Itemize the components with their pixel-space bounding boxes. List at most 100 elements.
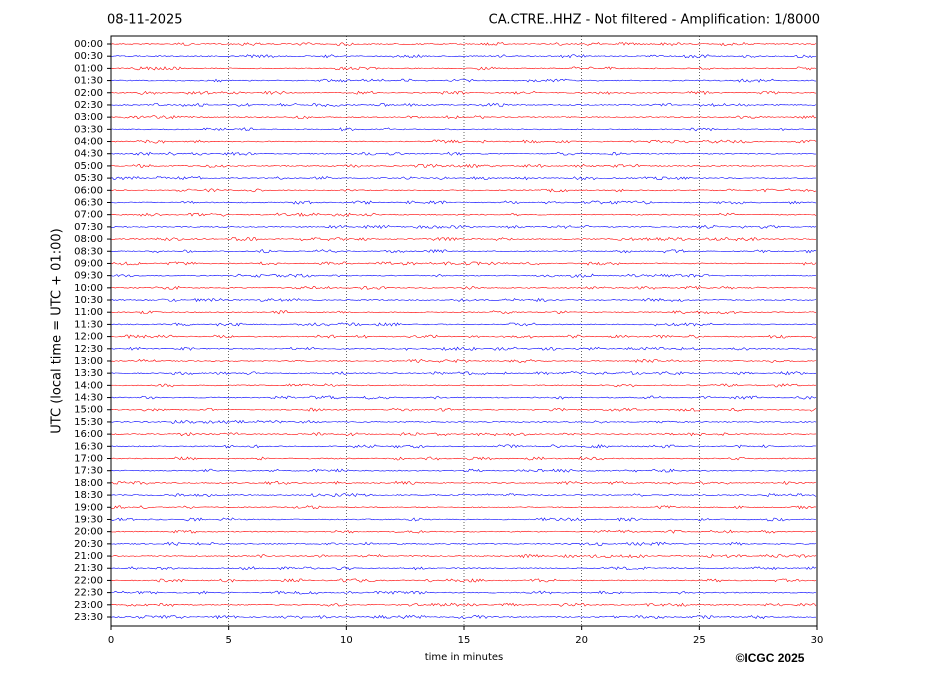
trace bbox=[110, 249, 817, 254]
trace bbox=[110, 553, 817, 559]
trace bbox=[110, 517, 817, 522]
x-tick-label: 0 bbox=[108, 635, 114, 646]
y-tick-label: 02:30 bbox=[74, 100, 103, 111]
trace bbox=[110, 127, 817, 132]
y-tick-label: 17:30 bbox=[74, 466, 103, 477]
y-tick-label: 13:30 bbox=[74, 368, 103, 379]
y-tick-label: 09:00 bbox=[74, 258, 103, 269]
trace bbox=[110, 456, 817, 461]
y-tick-label: 19:00 bbox=[74, 502, 103, 513]
y-tick-label: 10:00 bbox=[74, 283, 103, 294]
trace bbox=[110, 90, 817, 95]
trace bbox=[110, 285, 817, 290]
y-tick-label: 22:00 bbox=[74, 575, 103, 586]
y-tick-label: 10:30 bbox=[74, 295, 103, 306]
chart-subtitle: CA.CTRE..HHZ - Not filtered - Amplificat… bbox=[489, 13, 820, 28]
trace bbox=[110, 188, 817, 193]
trace bbox=[110, 322, 817, 327]
y-tick-label: 11:00 bbox=[74, 307, 103, 318]
trace bbox=[110, 529, 817, 534]
y-tick-label: 22:30 bbox=[74, 588, 103, 599]
trace bbox=[110, 176, 817, 181]
trace bbox=[110, 261, 817, 266]
y-tick-label: 23:30 bbox=[74, 612, 103, 623]
x-tick-label: 20 bbox=[575, 635, 588, 646]
trace bbox=[110, 200, 817, 205]
y-tick-label: 20:30 bbox=[74, 539, 103, 550]
trace bbox=[110, 163, 817, 169]
y-tick-label: 14:00 bbox=[74, 380, 103, 391]
y-tick-label: 15:00 bbox=[74, 405, 103, 416]
y-tick-label: 12:30 bbox=[74, 344, 103, 355]
x-tick-label: 15 bbox=[458, 635, 471, 646]
y-tick-label: 20:00 bbox=[74, 527, 103, 538]
y-tick-label: 00:30 bbox=[74, 51, 103, 62]
trace bbox=[110, 578, 817, 583]
trace bbox=[110, 590, 817, 595]
y-tick-label: 05:00 bbox=[74, 161, 103, 172]
trace bbox=[110, 407, 817, 412]
trace bbox=[110, 370, 817, 376]
y-tick-label: 14:30 bbox=[74, 393, 103, 404]
y-tick-label: 06:00 bbox=[74, 185, 103, 196]
trace bbox=[110, 78, 817, 83]
trace bbox=[110, 151, 817, 156]
y-tick-label: 12:00 bbox=[74, 332, 103, 343]
x-tick-label: 10 bbox=[340, 635, 353, 646]
y-tick-label: 11:30 bbox=[74, 319, 103, 330]
y-tick-label: 06:30 bbox=[74, 197, 103, 208]
x-axis-label: time in minutes bbox=[425, 652, 504, 663]
trace bbox=[110, 212, 817, 217]
y-tick-label: 01:30 bbox=[74, 76, 103, 87]
y-axis-label: UTC (local time = UTC + 01:00) bbox=[50, 228, 65, 433]
trace bbox=[110, 224, 817, 230]
y-tick-label: 18:30 bbox=[74, 490, 103, 501]
trace bbox=[110, 602, 817, 607]
y-tick-label: 07:30 bbox=[74, 222, 103, 233]
y-tick-label: 15:30 bbox=[74, 417, 103, 428]
y-tick-label: 08:00 bbox=[74, 234, 103, 245]
trace bbox=[110, 273, 817, 278]
trace bbox=[110, 444, 817, 449]
trace bbox=[110, 468, 817, 473]
trace bbox=[110, 66, 817, 71]
y-tick-label: 00:00 bbox=[74, 39, 103, 50]
trace bbox=[110, 115, 817, 120]
trace bbox=[110, 395, 817, 400]
x-tick-label: 30 bbox=[811, 635, 824, 646]
y-tick-label: 03:30 bbox=[74, 124, 103, 135]
trace bbox=[110, 419, 817, 424]
chart-title: 08-11-2025 bbox=[107, 13, 183, 28]
y-tick-label: 03:00 bbox=[74, 112, 103, 123]
trace bbox=[110, 432, 817, 437]
y-tick-label: 04:30 bbox=[74, 149, 103, 160]
trace bbox=[110, 346, 817, 351]
y-tick-label: 19:30 bbox=[74, 514, 103, 525]
trace bbox=[110, 54, 817, 59]
y-tick-label: 09:30 bbox=[74, 271, 103, 282]
y-tick-label: 16:30 bbox=[74, 441, 103, 452]
trace bbox=[110, 237, 817, 242]
y-tick-label: 21:30 bbox=[74, 563, 103, 574]
trace bbox=[110, 480, 817, 485]
trace bbox=[110, 297, 817, 303]
y-tick-label: 13:00 bbox=[74, 356, 103, 367]
trace bbox=[110, 505, 817, 510]
y-tick-label: 17:00 bbox=[74, 454, 103, 465]
trace bbox=[110, 566, 817, 571]
y-tick-label: 18:00 bbox=[74, 478, 103, 489]
x-tick-label: 5 bbox=[225, 635, 231, 646]
trace bbox=[110, 541, 817, 547]
trace bbox=[110, 102, 817, 107]
trace bbox=[110, 310, 817, 315]
y-tick-label: 21:00 bbox=[74, 551, 103, 562]
y-tick-label: 16:00 bbox=[74, 429, 103, 440]
plot-frame bbox=[110, 35, 818, 627]
credit: ©ICGC 2025 bbox=[736, 651, 805, 665]
y-tick-label: 23:00 bbox=[74, 600, 103, 611]
trace bbox=[110, 493, 817, 498]
trace bbox=[110, 614, 817, 620]
trace bbox=[110, 139, 817, 144]
